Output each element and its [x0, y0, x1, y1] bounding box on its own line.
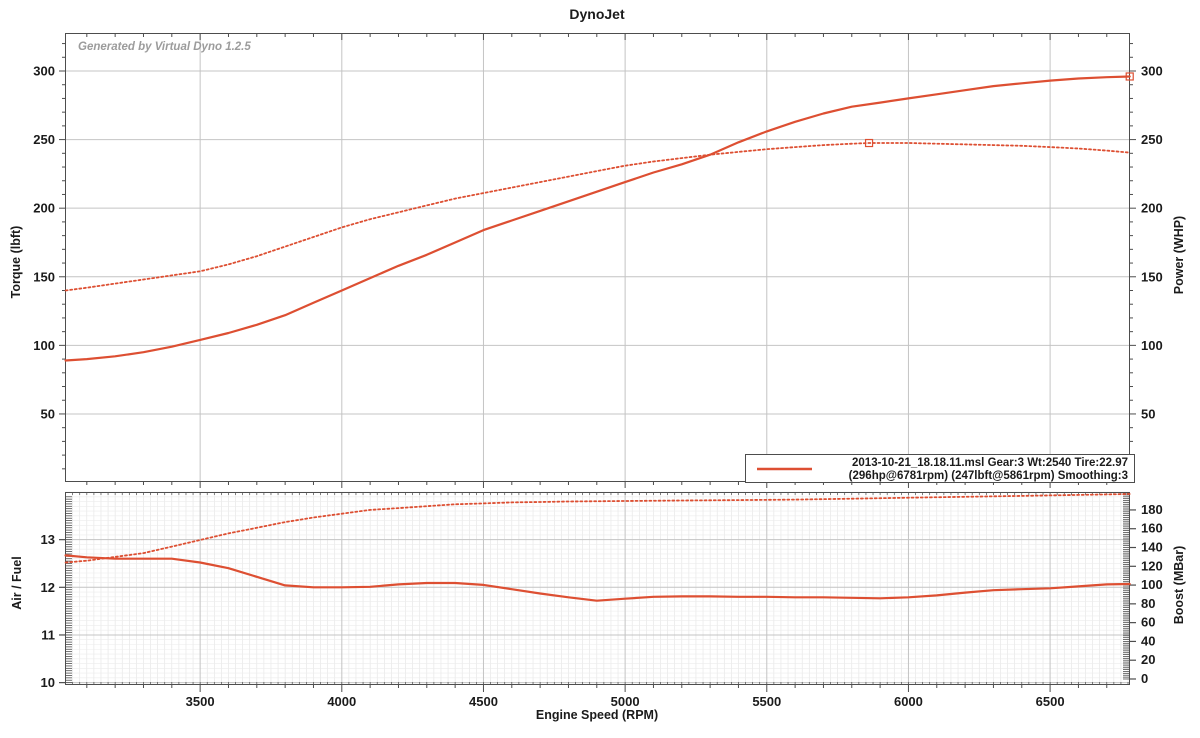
power-tick-label: 50: [1141, 406, 1155, 421]
power-tick-label: 150: [1141, 269, 1163, 284]
watermark-text: Generated by Virtual Dyno 1.2.5: [78, 41, 251, 53]
torque-tick-label: 250: [33, 132, 55, 147]
curves-layer: [64, 72, 1134, 602]
boost-tick-label: 80: [1141, 596, 1155, 611]
torque-tick-label: 200: [33, 201, 55, 216]
boost-tick-label: 120: [1141, 558, 1163, 573]
rpm-tick-label: 6000: [894, 694, 923, 709]
afr-tick-label: 13: [41, 532, 55, 547]
afr-tick-label: 10: [41, 675, 55, 690]
afr-tick-label: 12: [41, 580, 55, 595]
gridlines-layer: [65, 33, 1130, 685]
power-tick-label: 250: [1141, 132, 1163, 147]
torque-axis-title: Torque (lbft): [9, 226, 23, 299]
torque-tick-label: 50: [41, 406, 55, 421]
afr-tick-label: 11: [41, 627, 55, 642]
boost-tick-label: 0: [1141, 671, 1148, 686]
torque-tick-label: 100: [33, 338, 55, 353]
axis-ticks-layer: [59, 33, 1136, 692]
afr-axis-title: Air / Fuel: [10, 556, 24, 609]
legend-peaks-info: (296hp@6781rpm) (247lbft@5861rpm) Smooth…: [849, 470, 1128, 482]
peak-marker-icon: [1125, 72, 1134, 81]
power-tick-label: 200: [1141, 201, 1163, 216]
x-axis-title: Engine Speed (RPM): [536, 708, 658, 722]
power-tick-label: 100: [1141, 338, 1163, 353]
rpm-tick-label: 4500: [469, 694, 498, 709]
boost-tick-label: 160: [1141, 521, 1163, 536]
rpm-tick-label: 5500: [752, 694, 781, 709]
power-tick-label: 300: [1141, 63, 1163, 78]
boost-tick-label: 60: [1141, 615, 1155, 630]
legend-run-info: 2013-10-21_18.18.11.msl Gear:3 Wt:2540 T…: [852, 457, 1128, 469]
chart-title: DynoJet: [569, 6, 625, 22]
boost-tick-label: 140: [1141, 540, 1163, 555]
peak-marker-icon: [864, 138, 874, 148]
rpm-tick-label: 6500: [1036, 694, 1065, 709]
torque-tick-label: 150: [33, 269, 55, 284]
boost-tick-label: 20: [1141, 652, 1155, 667]
boost-tick-label: 100: [1141, 577, 1163, 592]
boost-tick-label: 180: [1141, 502, 1163, 517]
boost-tick-label: 40: [1141, 633, 1155, 648]
rpm-tick-label: 3500: [186, 694, 215, 709]
legend: 2013-10-21_18.18.11.msl Gear:3 Wt:2540 T…: [745, 454, 1135, 483]
torque-tick-label: 300: [33, 63, 55, 78]
plot-borders-layer: [65, 33, 1130, 685]
boost-axis-title: Boost (MBar): [1172, 546, 1186, 624]
rpm-tick-label: 5000: [611, 694, 640, 709]
rpm-tick-label: 4000: [327, 694, 356, 709]
power-axis-title: Power (WHP): [1172, 216, 1186, 294]
